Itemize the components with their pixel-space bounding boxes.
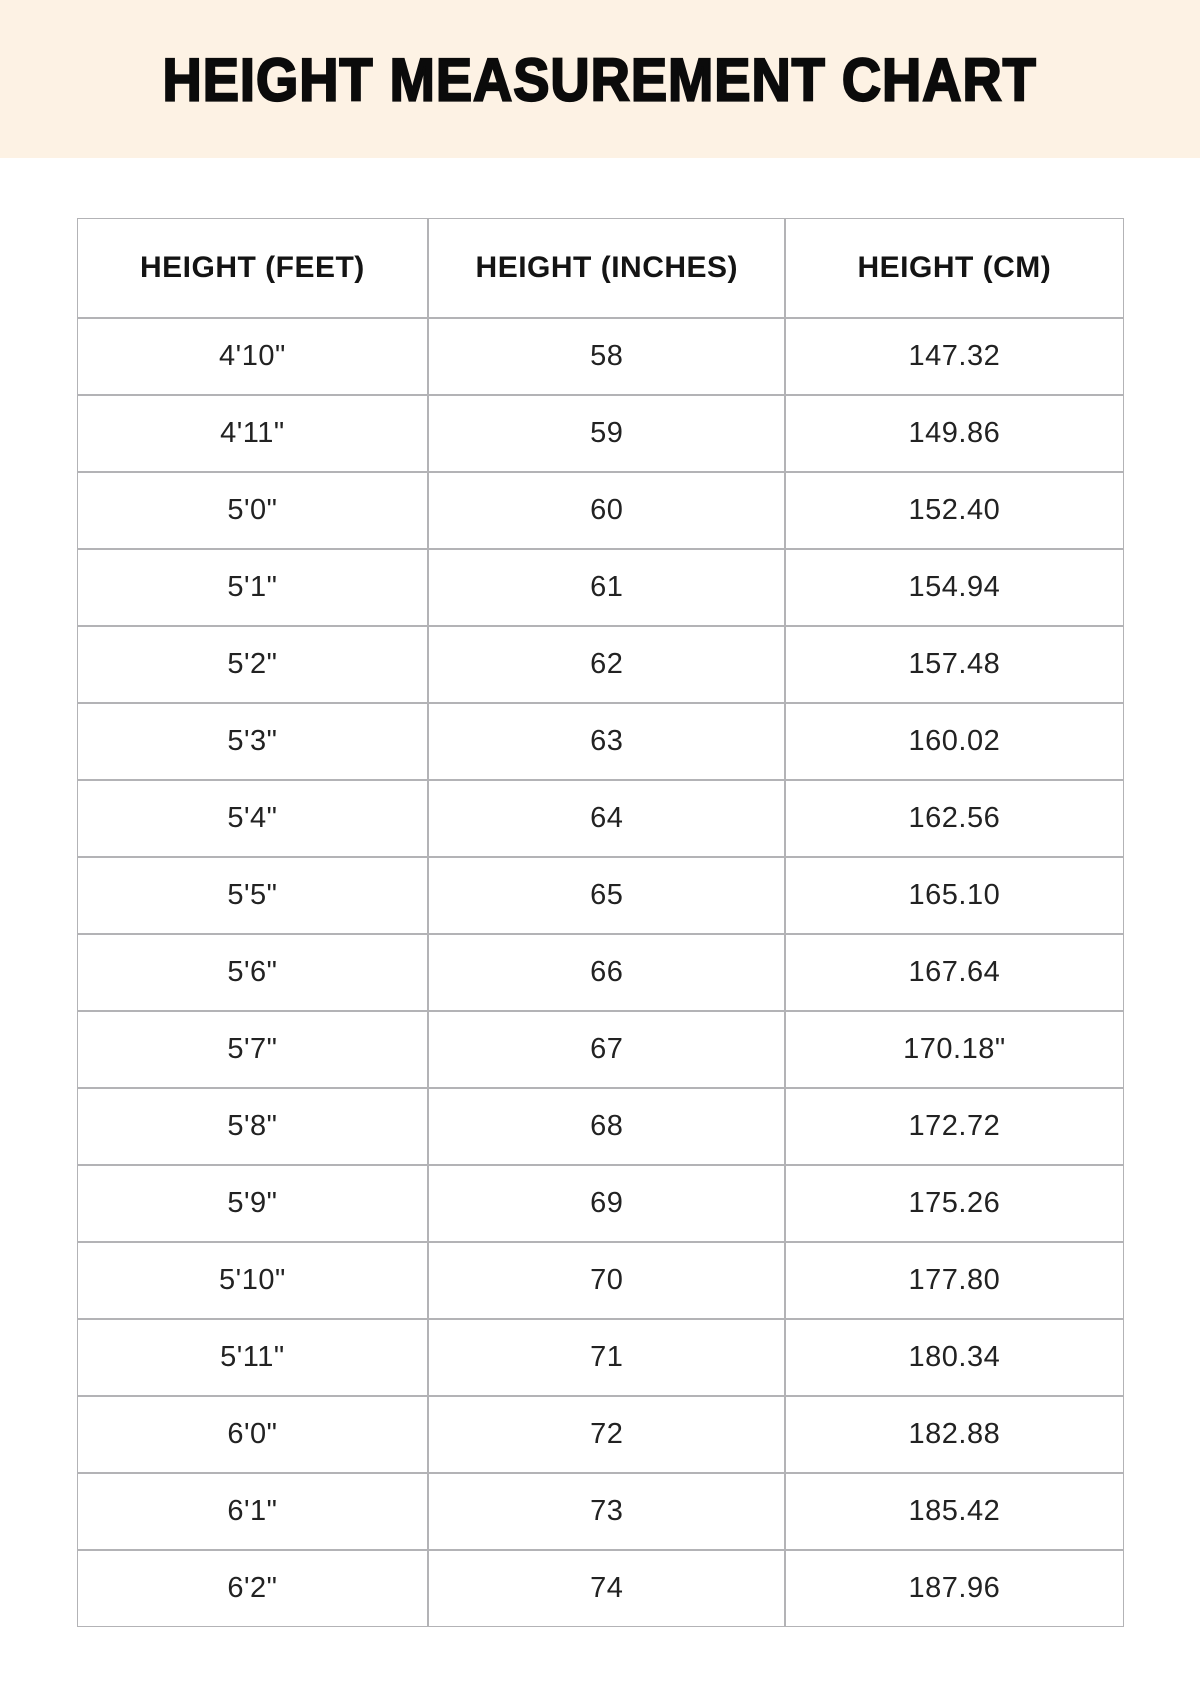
inches-cell: 72 — [428, 1396, 786, 1473]
feet-cell: 4'11" — [76, 395, 429, 472]
table-row: 5'4" 64 162.56 — [76, 780, 1124, 857]
column-header-feet: HEIGHT (FEET) — [76, 218, 429, 318]
cm-cell: 160.02 — [785, 703, 1124, 780]
table-row: 5'7" 67 170.18" — [76, 1011, 1124, 1088]
cm-cell: 170.18" — [785, 1011, 1124, 1088]
inches-cell: 67 — [428, 1011, 786, 1088]
feet-cell: 5'10" — [76, 1242, 429, 1319]
table-row: 5'10" 70 177.80 — [76, 1242, 1124, 1319]
inches-cell: 62 — [428, 626, 786, 703]
cm-cell: 175.26 — [785, 1165, 1124, 1242]
cm-cell: 185.42 — [785, 1473, 1124, 1550]
cm-cell: 167.64 — [785, 934, 1124, 1011]
feet-cell: 5'7" — [76, 1011, 429, 1088]
table-row: 5'6" 66 167.64 — [76, 934, 1124, 1011]
cm-cell: 154.94 — [785, 549, 1124, 626]
cm-cell: 165.10 — [785, 857, 1124, 934]
column-header-inches: HEIGHT (INCHES) — [428, 218, 786, 318]
feet-cell: 5'9" — [76, 1165, 429, 1242]
feet-cell: 6'0" — [76, 1396, 429, 1473]
height-table: HEIGHT (FEET) HEIGHT (INCHES) HEIGHT (CM… — [76, 218, 1124, 1627]
feet-cell: 5'2" — [76, 626, 429, 703]
inches-cell: 73 — [428, 1473, 786, 1550]
cm-cell: 180.34 — [785, 1319, 1124, 1396]
inches-cell: 70 — [428, 1242, 786, 1319]
table-row: 6'0" 72 182.88 — [76, 1396, 1124, 1473]
inches-cell: 63 — [428, 703, 786, 780]
table-row: 4'11" 59 149.86 — [76, 395, 1124, 472]
feet-cell: 5'1" — [76, 549, 429, 626]
page-title: HEIGHT MEASUREMENT CHART — [162, 44, 1038, 114]
height-table-head: HEIGHT (FEET) HEIGHT (INCHES) HEIGHT (CM… — [76, 218, 1124, 318]
cm-cell: 157.48 — [785, 626, 1124, 703]
inches-cell: 66 — [428, 934, 786, 1011]
title-banner: HEIGHT MEASUREMENT CHART — [0, 0, 1200, 158]
feet-cell: 5'5" — [76, 857, 429, 934]
table-row: 4'10" 58 147.32 — [76, 318, 1124, 395]
table-row: 5'1" 61 154.94 — [76, 549, 1124, 626]
inches-cell: 61 — [428, 549, 786, 626]
table-row: 5'9" 69 175.26 — [76, 1165, 1124, 1242]
feet-cell: 5'6" — [76, 934, 429, 1011]
inches-cell: 69 — [428, 1165, 786, 1242]
table-row: 5'5" 65 165.10 — [76, 857, 1124, 934]
inches-cell: 71 — [428, 1319, 786, 1396]
feet-cell: 6'1" — [76, 1473, 429, 1550]
cm-cell: 177.80 — [785, 1242, 1124, 1319]
cm-cell: 187.96 — [785, 1550, 1124, 1627]
cm-cell: 172.72 — [785, 1088, 1124, 1165]
header-row: HEIGHT (FEET) HEIGHT (INCHES) HEIGHT (CM… — [76, 218, 1124, 318]
table-row: 6'2" 74 187.96 — [76, 1550, 1124, 1627]
feet-cell: 5'0" — [76, 472, 429, 549]
inches-cell: 60 — [428, 472, 786, 549]
inches-cell: 58 — [428, 318, 786, 395]
inches-cell: 74 — [428, 1550, 786, 1627]
height-table-container: HEIGHT (FEET) HEIGHT (INCHES) HEIGHT (CM… — [76, 218, 1124, 1627]
feet-cell: 5'11" — [76, 1319, 429, 1396]
inches-cell: 64 — [428, 780, 786, 857]
cm-cell: 152.40 — [785, 472, 1124, 549]
feet-cell: 5'3" — [76, 703, 429, 780]
table-row: 5'11" 71 180.34 — [76, 1319, 1124, 1396]
table-row: 5'3" 63 160.02 — [76, 703, 1124, 780]
inches-cell: 65 — [428, 857, 786, 934]
chart-area: HEIGHT (FEET) HEIGHT (INCHES) HEIGHT (CM… — [0, 218, 1200, 1627]
inches-cell: 59 — [428, 395, 786, 472]
feet-cell: 6'2" — [76, 1550, 429, 1627]
feet-cell: 5'4" — [76, 780, 429, 857]
table-row: 5'2" 62 157.48 — [76, 626, 1124, 703]
height-table-body: 4'10" 58 147.32 4'11" 59 149.86 5'0" 60 152.40 5'… — [76, 318, 1124, 1627]
table-row: 5'0" 60 152.40 — [76, 472, 1124, 549]
table-row: 6'1" 73 185.42 — [76, 1473, 1124, 1550]
table-row: 5'8" 68 172.72 — [76, 1088, 1124, 1165]
cm-cell: 162.56 — [785, 780, 1124, 857]
cm-cell: 182.88 — [785, 1396, 1124, 1473]
feet-cell: 4'10" — [76, 318, 429, 395]
inches-cell: 68 — [428, 1088, 786, 1165]
cm-cell: 147.32 — [785, 318, 1124, 395]
cm-cell: 149.86 — [785, 395, 1124, 472]
column-header-cm: HEIGHT (CM) — [785, 218, 1124, 318]
feet-cell: 5'8" — [76, 1088, 429, 1165]
